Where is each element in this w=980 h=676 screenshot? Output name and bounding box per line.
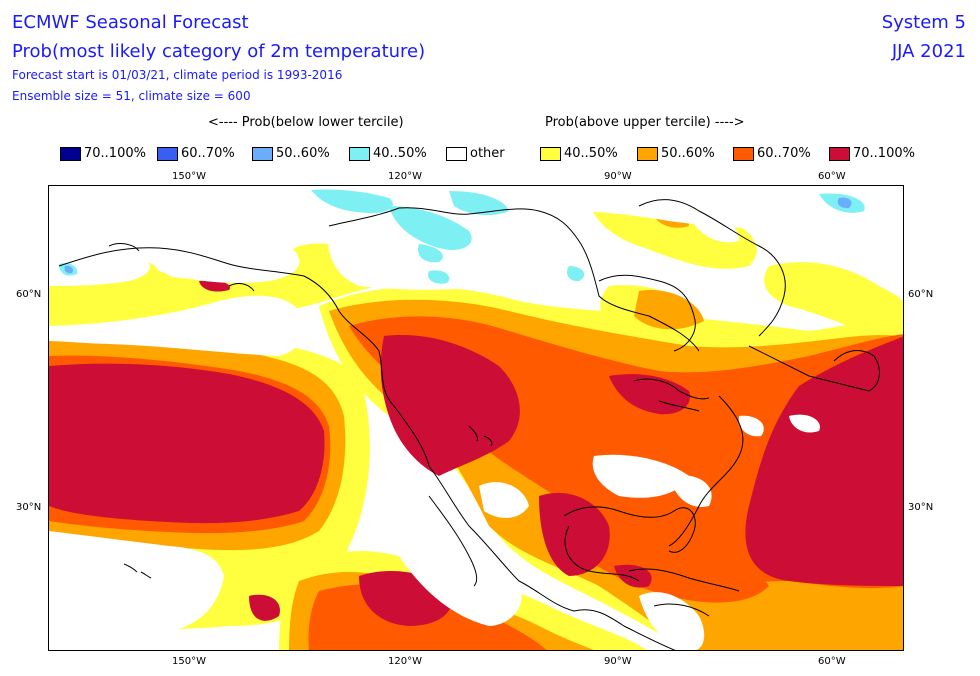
- other-regions: [49, 186, 903, 650]
- legend-label: 50..60%: [661, 146, 715, 161]
- coastlines: [58, 199, 880, 650]
- legend-label: 70..100%: [853, 146, 915, 161]
- lon-label-top: 60°W: [818, 171, 846, 182]
- lon-label-bottom: 90°W: [604, 656, 632, 667]
- above-tercile-label: Prob(above upper tercile) ---->: [545, 115, 745, 130]
- system-label: System 5: [881, 12, 966, 33]
- probability-map: [48, 185, 904, 651]
- legend-label: 60..70%: [181, 146, 235, 161]
- lon-label-bottom: 120°W: [388, 656, 422, 667]
- legend-swatch: [252, 147, 273, 161]
- legend-swatch: [157, 147, 178, 161]
- legend-swatch: [60, 147, 81, 161]
- legend-swatch: [733, 147, 754, 161]
- legend-label: 40..50%: [564, 146, 618, 161]
- legend-swatch: [637, 147, 658, 161]
- lat-label-right: 60°N: [908, 289, 934, 300]
- lat-label-right: 30°N: [908, 502, 934, 513]
- lat-label-left: 60°N: [16, 289, 42, 300]
- legend-swatch: [446, 147, 467, 161]
- legend-swatch: [540, 147, 561, 161]
- lon-label-top: 90°W: [604, 171, 632, 182]
- legend-label: other: [470, 146, 505, 161]
- lon-label-bottom: 60°W: [818, 656, 846, 667]
- ensemble-size-text: Ensemble size = 51, climate size = 600: [12, 89, 251, 103]
- lat-label-left: 30°N: [16, 502, 42, 513]
- legend-label: 70..100%: [84, 146, 146, 161]
- map-subtitle: Prob(most likely category of 2m temperat…: [12, 41, 426, 62]
- map-canvas: [49, 186, 903, 650]
- lon-label-top: 150°W: [172, 171, 206, 182]
- legend-swatch: [829, 147, 850, 161]
- season-label: JJA 2021: [891, 41, 966, 62]
- legend-label: 50..60%: [276, 146, 330, 161]
- map-title: ECMWF Seasonal Forecast: [12, 12, 249, 33]
- below-tercile-label: <---- Prob(below lower tercile): [208, 115, 404, 130]
- forecast-start-text: Forecast start is 01/03/21, climate peri…: [12, 68, 343, 82]
- legend-swatch: [349, 147, 370, 161]
- blue-50-60-regions: [64, 197, 852, 274]
- lon-label-top: 120°W: [388, 171, 422, 182]
- legend-label: 60..70%: [757, 146, 811, 161]
- lon-label-bottom: 150°W: [172, 656, 206, 667]
- legend-label: 40..50%: [373, 146, 427, 161]
